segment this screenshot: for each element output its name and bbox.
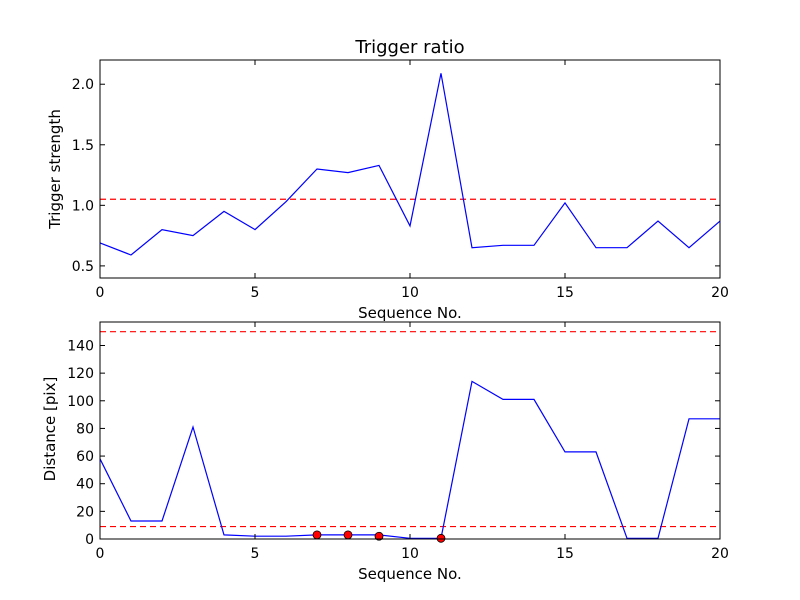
data-point-marker — [312, 530, 322, 540]
y-axis-label: Trigger strength — [46, 109, 64, 230]
plot-area: 0 5 10 15 20 0.5 1.0 1.5 2.0 — [72, 59, 729, 301]
y-tick-label: 20 — [76, 504, 94, 520]
axes-frame — [99, 59, 721, 279]
x-tick-label: 15 — [556, 546, 574, 562]
y-tick-label: 1.5 — [72, 138, 94, 154]
axes-frame — [99, 321, 721, 540]
y-tick-label: 0.5 — [72, 259, 94, 275]
x-tick-label: 20 — [711, 546, 729, 562]
y-tick-label: 2.0 — [72, 77, 94, 93]
plot-area: 0 5 10 15 20 0 20 40 60 80 100 120 140 — [67, 321, 729, 562]
x-tick-label: 10 — [401, 546, 419, 562]
x-tick-label: 5 — [251, 546, 260, 562]
x-tick-label: 20 — [711, 285, 729, 301]
y-tick-label: 40 — [76, 477, 94, 493]
y-tick-label: 1.0 — [72, 198, 94, 214]
distance-panel: Sequence No. Distance [pix] 0 5 10 15 20 0 20 4… — [41, 321, 729, 583]
x-tick-label: 10 — [401, 285, 419, 301]
x-axis-label: Sequence No. — [358, 565, 462, 583]
panel-title: Trigger ratio — [354, 37, 464, 58]
x-tick-label: 0 — [96, 546, 105, 562]
y-tick-label: 100 — [67, 394, 94, 410]
y-axis-label: Distance [pix] — [41, 377, 59, 482]
x-tick-label: 0 — [96, 285, 105, 301]
y-tick-label: 140 — [67, 338, 94, 354]
trigger-ratio-panel: Trigger ratio Sequence No. Trigger stren… — [46, 37, 729, 322]
x-tick-label: 15 — [556, 285, 574, 301]
x-tick-label: 5 — [251, 285, 260, 301]
y-tick-label: 120 — [67, 366, 94, 382]
data-point-marker — [374, 531, 384, 541]
x-axis-label: Sequence No. — [358, 304, 462, 322]
series-line — [99, 73, 721, 256]
data-point-marker — [343, 530, 353, 540]
data-point-marker — [436, 533, 446, 543]
series-line — [99, 380, 720, 539]
y-tick-label: 60 — [76, 449, 94, 465]
y-tick-label: 80 — [76, 421, 94, 437]
y-tick-label: 0 — [85, 532, 94, 548]
